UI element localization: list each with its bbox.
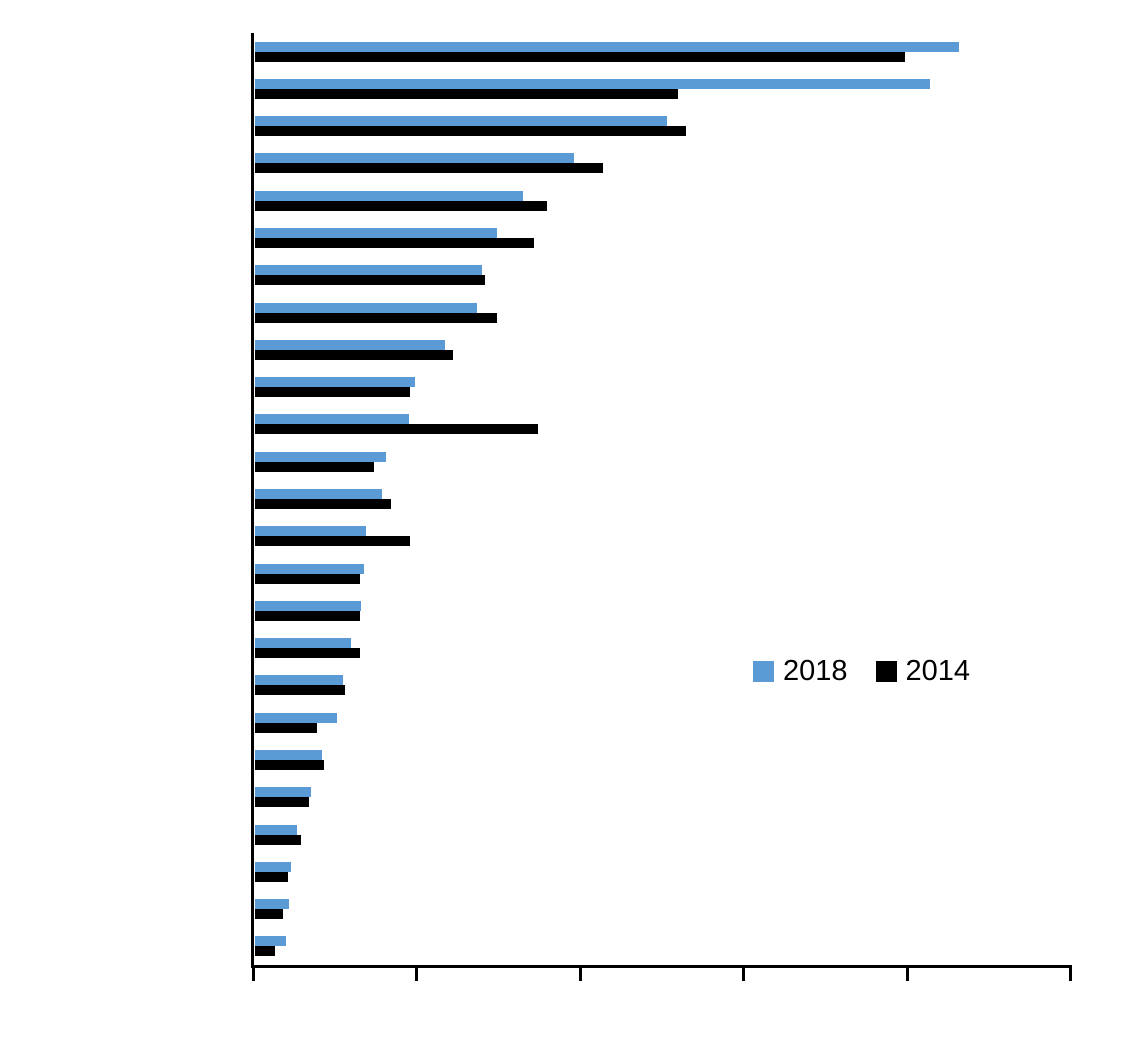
bar-2014	[255, 946, 275, 957]
bar-2018	[255, 302, 477, 313]
x-axis-tick	[742, 968, 745, 981]
bar-2018	[255, 190, 523, 201]
bar-2018	[255, 414, 409, 425]
x-axis-tick	[252, 968, 255, 981]
bar-2018	[255, 489, 382, 499]
x-axis-tick	[1069, 968, 1072, 981]
bar-2018	[255, 824, 297, 835]
bar-2014	[255, 610, 360, 621]
bar-2014	[255, 126, 686, 137]
bar-2018	[255, 339, 445, 350]
bar-2014	[255, 200, 547, 211]
legend-label-2018: 2018	[783, 655, 848, 687]
legend-item-2018: 2018	[753, 655, 848, 688]
bar-2018	[255, 600, 361, 611]
bar-2018	[255, 228, 497, 239]
x-axis-tick	[415, 968, 418, 981]
y-axis-line	[251, 33, 254, 968]
bar-2018	[255, 377, 415, 388]
bar-2014	[255, 51, 905, 62]
bar-2014	[255, 722, 317, 733]
legend-label-2014: 2014	[905, 655, 971, 687]
bar-2018	[255, 563, 364, 574]
bar-2014	[255, 909, 283, 920]
bar-2018	[255, 265, 482, 276]
bar-2018	[255, 749, 322, 760]
legend-swatch-2014	[875, 661, 897, 682]
x-axis-tick	[579, 968, 582, 981]
bar-2014	[255, 685, 345, 696]
legend-item-2014: 2014	[875, 655, 971, 688]
bar-2014	[255, 573, 360, 584]
bar-2018	[255, 451, 386, 462]
bar-2014	[255, 349, 453, 360]
bar-2014	[255, 424, 538, 435]
legend-swatch-2018	[753, 661, 774, 682]
x-axis-tick	[906, 968, 909, 981]
bar-2018	[255, 899, 289, 910]
bar-2018	[255, 153, 574, 164]
bar-2018	[255, 936, 286, 947]
bar-2018	[255, 861, 291, 872]
x-axis-line	[251, 965, 1072, 968]
bar-2018	[255, 787, 311, 798]
bar-2014	[255, 312, 497, 323]
bar-2018	[255, 638, 351, 649]
bar-2014	[255, 759, 324, 770]
bar-2014	[255, 387, 410, 398]
bar-2018	[255, 526, 366, 537]
bar-2018	[255, 41, 959, 52]
bar-2014	[255, 499, 391, 509]
bar-2014	[255, 536, 410, 547]
bar-2014	[255, 871, 288, 882]
bar-2018	[255, 78, 930, 89]
bar-2018	[255, 712, 337, 723]
bar-2014	[255, 275, 485, 286]
bar-2014	[255, 648, 360, 659]
bar-2014	[255, 88, 678, 99]
bar-2014	[255, 461, 374, 472]
bar-2018	[255, 116, 667, 127]
bar-2014	[255, 163, 603, 174]
bar-2014	[255, 834, 301, 845]
legend: 2018 2014	[753, 655, 970, 688]
bar-2014	[255, 797, 309, 808]
bar-2014	[255, 238, 534, 249]
bar-2018	[255, 675, 343, 686]
